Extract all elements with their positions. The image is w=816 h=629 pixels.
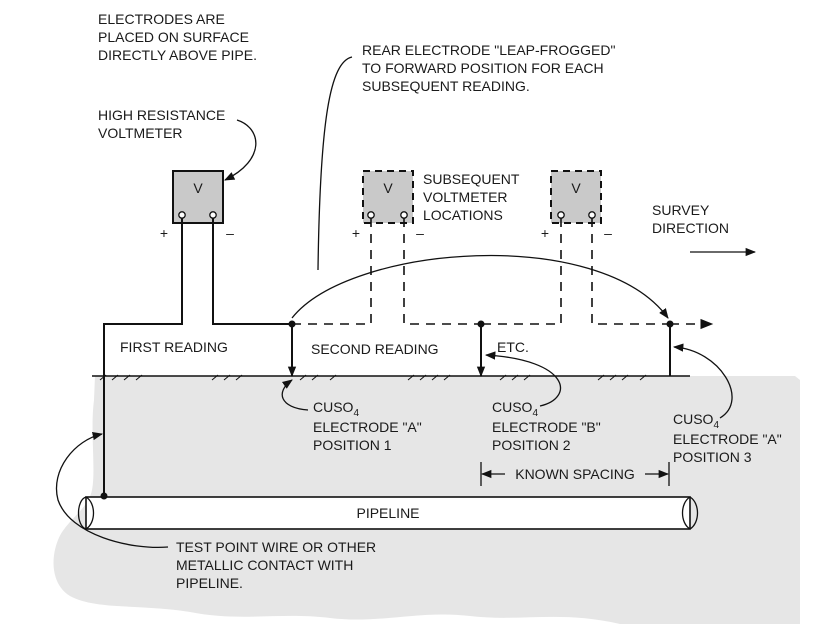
note-electrode-placement: ELECTRODES ARE PLACED ON SURFACE DIRECTL…	[98, 11, 257, 63]
second-reading-label: SECOND READING	[311, 341, 439, 357]
plus-sign: +	[160, 225, 168, 241]
wire-to-pipe	[103, 218, 183, 496]
leader-electrode-2	[484, 351, 562, 407]
wire-third-plus	[481, 218, 562, 325]
minus-sign: –	[226, 225, 234, 241]
note-leapfrog: REAR ELECTRODE "LEAP-FROGGED" TO FORWARD…	[362, 42, 619, 94]
note-survey-direction: SURVEY DIRECTION	[652, 202, 729, 236]
pipe-contact-dot	[100, 492, 108, 500]
note-test-point: TEST POINT WIRE OR OTHER METALLIC CONTAC…	[176, 539, 380, 591]
minus-sign: –	[604, 225, 612, 241]
first-reading-label: FIRST READING	[120, 339, 228, 355]
pipeline: PIPELINE	[77, 496, 699, 530]
wire-second-plus	[292, 218, 372, 325]
electrode-label-1: CUSO4 ELECTRODE "A" POSITION 1	[313, 399, 426, 453]
leader-electrode-3	[672, 343, 733, 419]
leader-test-point	[55, 431, 169, 549]
leader-leapfrog	[317, 56, 353, 271]
etc-label: ETC.	[497, 339, 529, 355]
note-subsequent-locations: SUBSEQUENT VOLTMETER LOCATIONS	[423, 171, 523, 223]
note-high-resistance: HIGH RESISTANCE VOLTMETER	[98, 107, 229, 141]
voltmeter-symbol: V	[193, 180, 203, 196]
leader-electrode-1	[281, 379, 309, 411]
plus-sign: +	[352, 225, 360, 241]
electrode-label-3: CUSO4 ELECTRODE "A" POSITION 3	[673, 411, 786, 465]
minus-sign: –	[416, 225, 424, 241]
leader-high-resistance	[224, 119, 257, 181]
wire-third-minus	[591, 218, 670, 325]
voltmeter-first: V + –	[160, 170, 234, 241]
wire-second-minus	[403, 218, 481, 325]
wire-to-electrode-1	[212, 218, 292, 325]
electrode-label-2: CUSO4 ELECTRODE "B" POSITION 2	[492, 399, 605, 453]
voltmeter-symbol: V	[571, 180, 581, 196]
pipeline-label: PIPELINE	[356, 505, 419, 521]
known-spacing-label: KNOWN SPACING	[515, 466, 635, 482]
plus-sign: +	[541, 225, 549, 241]
voltmeter-second: V + –	[352, 170, 424, 241]
voltmeter-symbol: V	[383, 180, 393, 196]
leapfrog-arc	[291, 254, 669, 319]
voltmeter-third: V + –	[541, 170, 612, 241]
